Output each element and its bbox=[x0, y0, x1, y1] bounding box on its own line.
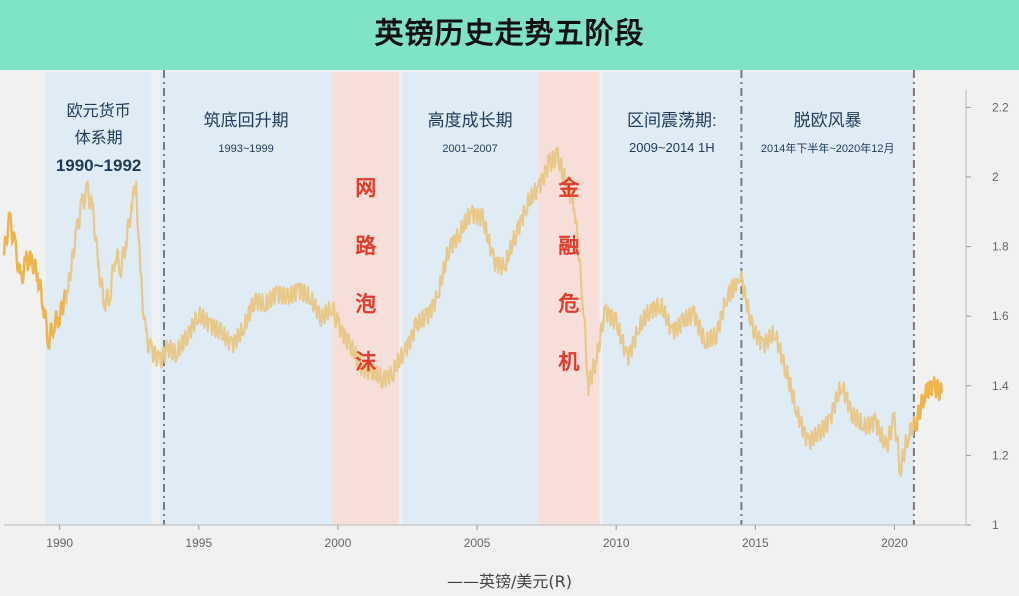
region-1-label-1: 1993~1999 bbox=[218, 143, 273, 155]
x-tick-label-2015: 2015 bbox=[742, 536, 769, 550]
y-tick-label-2: 1.4 bbox=[992, 379, 1009, 393]
region-5-label-0: 区间震荡期: bbox=[627, 111, 717, 130]
title-banner: 英镑历史走势五阶段 bbox=[0, 0, 1019, 70]
region-1-label-0: 筑底回升期 bbox=[204, 111, 289, 130]
series-line-gbpusd bbox=[2, 146, 943, 477]
region-4-char-1: 融 bbox=[558, 235, 579, 258]
series-line-start bbox=[2, 212, 66, 351]
shaded-region-5 bbox=[602, 72, 742, 525]
x-tick-label-2000: 2000 bbox=[325, 536, 352, 550]
y-tick-label-0: 1 bbox=[992, 518, 999, 532]
region-2-char-1: 路 bbox=[355, 234, 377, 258]
shaded-region-2 bbox=[332, 72, 400, 525]
shaded-region-6 bbox=[741, 72, 914, 525]
region-5-label-1: 2009~2014 1H bbox=[629, 140, 715, 155]
region-0-label-2: 1990~1992 bbox=[56, 156, 142, 175]
x-tick-label-1995: 1995 bbox=[185, 536, 212, 550]
region-3-label-1: 2001~2007 bbox=[442, 143, 497, 155]
y-tick-label-3: 1.6 bbox=[992, 309, 1009, 323]
shaded-region-4 bbox=[538, 72, 600, 525]
y-tick-label-5: 2 bbox=[992, 170, 999, 184]
region-4-char-3: 机 bbox=[558, 350, 579, 374]
x-tick-label-2020: 2020 bbox=[881, 536, 908, 550]
region-2-char-0: 网 bbox=[355, 177, 376, 200]
x-tick-label-2010: 2010 bbox=[603, 536, 630, 550]
region-0-label-0: 欧元货币 bbox=[67, 102, 131, 120]
y-tick-label-4: 1.8 bbox=[992, 240, 1009, 254]
region-4-char-2: 危 bbox=[558, 292, 579, 316]
region-0-label-1: 体系期 bbox=[75, 129, 123, 147]
region-3-label-0: 高度成长期 bbox=[428, 111, 513, 130]
x-tick-label-2005: 2005 bbox=[464, 536, 491, 550]
region-4-char-0: 金 bbox=[557, 176, 580, 200]
region-2-char-3: 沫 bbox=[355, 351, 377, 374]
series-line-end bbox=[913, 376, 943, 432]
legend-label: ——英镑/美元(R) bbox=[447, 572, 572, 591]
chart-plot: 1990 1995 2000 2005 2010 2015 2020 1 1.2 1.4 1.6 1.… bbox=[2, 70, 1009, 550]
y-tick-label-6: 2.2 bbox=[992, 100, 1009, 114]
chart-title: 英镑历史走势五阶段 bbox=[374, 16, 645, 50]
x-tick-label-1990: 1990 bbox=[46, 536, 73, 550]
region-2-char-2: 泡 bbox=[355, 292, 376, 316]
region-6-label-1: 2014年下半年~2020年12月 bbox=[761, 141, 895, 155]
region-6-label-0: 脱欧风暴 bbox=[794, 111, 862, 130]
shaded-region-3 bbox=[401, 72, 539, 525]
y-tick-label-1: 1.2 bbox=[992, 448, 1009, 462]
